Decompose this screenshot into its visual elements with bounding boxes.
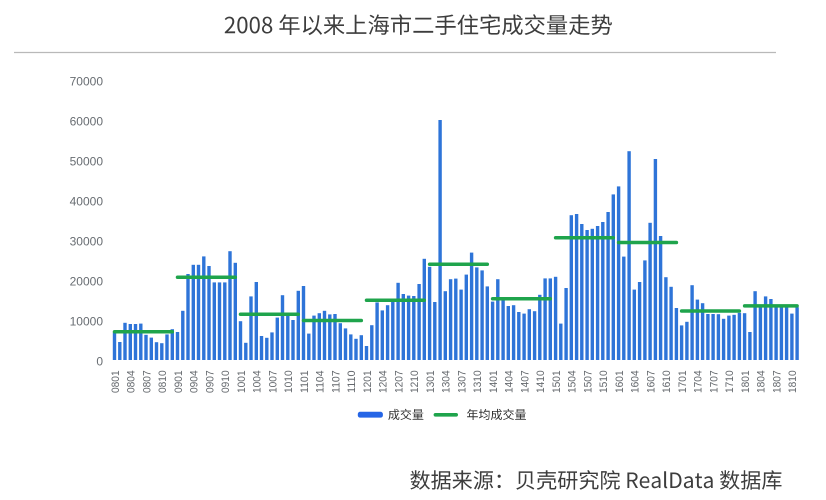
svg-text:1610: 1610 <box>661 370 673 393</box>
svg-text:1301: 1301 <box>425 370 437 393</box>
svg-text:1401: 1401 <box>488 370 500 393</box>
svg-text:1601: 1601 <box>614 370 626 393</box>
svg-text:1507: 1507 <box>582 370 594 393</box>
svg-text:0904: 0904 <box>189 370 201 393</box>
svg-text:70000: 70000 <box>70 74 104 88</box>
svg-text:1001: 1001 <box>236 370 248 393</box>
svg-text:10000: 10000 <box>70 314 104 328</box>
svg-text:60000: 60000 <box>70 114 104 128</box>
svg-text:1804: 1804 <box>756 370 768 393</box>
svg-text:1807: 1807 <box>771 370 783 393</box>
svg-text:1201: 1201 <box>362 370 374 393</box>
svg-text:1207: 1207 <box>393 370 405 393</box>
svg-text:1007: 1007 <box>267 370 279 393</box>
svg-text:0807: 0807 <box>141 370 153 393</box>
svg-text:0910: 0910 <box>220 370 232 393</box>
svg-text:1304: 1304 <box>441 370 453 393</box>
svg-text:1404: 1404 <box>504 370 516 393</box>
svg-text:1204: 1204 <box>378 370 390 393</box>
svg-text:1510: 1510 <box>598 370 610 393</box>
svg-text:1101: 1101 <box>299 370 311 393</box>
svg-text:0907: 0907 <box>204 370 216 393</box>
svg-text:1310: 1310 <box>472 370 484 393</box>
svg-text:1701: 1701 <box>677 370 689 393</box>
svg-text:0804: 0804 <box>126 370 138 393</box>
svg-text:1504: 1504 <box>567 370 579 393</box>
svg-text:1210: 1210 <box>409 370 421 393</box>
svg-text:30000: 30000 <box>70 234 104 248</box>
svg-text:1107: 1107 <box>330 370 342 393</box>
svg-text:1704: 1704 <box>693 370 705 393</box>
svg-text:1407: 1407 <box>519 370 531 393</box>
svg-text:0: 0 <box>96 354 103 368</box>
svg-text:40000: 40000 <box>70 194 104 208</box>
svg-text:1707: 1707 <box>708 370 720 393</box>
svg-text:0801: 0801 <box>110 370 122 393</box>
svg-text:50000: 50000 <box>70 154 104 168</box>
svg-text:1501: 1501 <box>551 370 563 393</box>
svg-text:0901: 0901 <box>173 370 185 393</box>
svg-text:0810: 0810 <box>157 370 169 393</box>
svg-text:1307: 1307 <box>456 370 468 393</box>
svg-text:20000: 20000 <box>70 274 104 288</box>
svg-text:1004: 1004 <box>252 370 264 393</box>
svg-text:1810: 1810 <box>787 370 799 393</box>
svg-text:1110: 1110 <box>346 370 358 393</box>
svg-text:1607: 1607 <box>645 370 657 393</box>
svg-text:1410: 1410 <box>535 370 547 393</box>
svg-text:1010: 1010 <box>283 370 295 393</box>
svg-text:1604: 1604 <box>630 370 642 393</box>
svg-text:1801: 1801 <box>740 370 752 393</box>
svg-text:1104: 1104 <box>315 370 327 393</box>
svg-text:1710: 1710 <box>724 370 736 393</box>
